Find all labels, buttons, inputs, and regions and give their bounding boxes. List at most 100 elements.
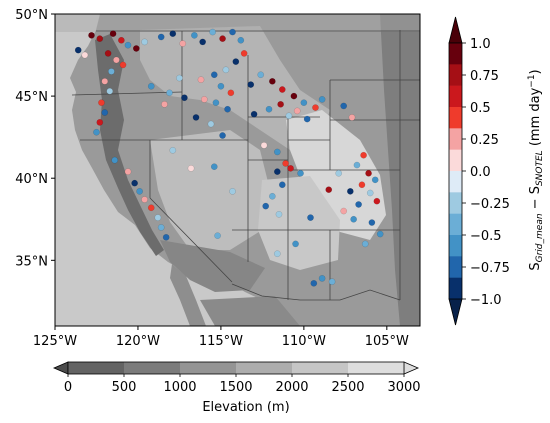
station-point xyxy=(210,163,218,171)
terrain-great-basin xyxy=(150,130,270,250)
difference-colorbar-segment xyxy=(449,256,462,278)
elevation-colorbar-segment xyxy=(180,362,237,374)
terrain-low-desert xyxy=(160,240,265,292)
station-point xyxy=(219,35,226,42)
station-point xyxy=(260,142,268,149)
station-point xyxy=(360,151,367,159)
station-point xyxy=(348,114,356,121)
station-point xyxy=(74,46,82,54)
station-point xyxy=(282,160,289,167)
elevation-colorbar-min-extend xyxy=(52,361,69,375)
station-point xyxy=(237,36,245,44)
station-point xyxy=(328,278,336,285)
station-point xyxy=(209,28,216,36)
difference-colorbar-title: SGrid_mean − SSNOTEL (mm day−1) xyxy=(527,69,545,270)
station-point xyxy=(358,181,366,189)
station-point xyxy=(232,58,240,65)
station-point xyxy=(318,96,326,103)
difference-tick-label: 0.5 xyxy=(470,101,491,116)
terrain-rockies xyxy=(286,110,386,240)
difference-tick-label: 0.0 xyxy=(470,165,491,180)
station-point xyxy=(132,45,140,52)
station-point xyxy=(368,219,376,226)
label-minus-s: − S xyxy=(528,186,543,213)
station-point xyxy=(240,50,248,57)
difference-colorbar-segment xyxy=(449,192,462,214)
station-point xyxy=(212,99,220,106)
station-point xyxy=(250,110,258,118)
longitude-ticks: 125°W 120°W 115°W 110°W 105°W xyxy=(33,326,409,349)
label-sub-snotel: SNOTEL xyxy=(535,150,545,186)
station-point xyxy=(257,71,265,79)
label-exponent: −1 xyxy=(527,74,537,87)
station-point xyxy=(199,38,206,46)
station-point xyxy=(274,148,281,156)
map-area xyxy=(55,14,420,326)
station-point xyxy=(292,240,299,248)
station-point xyxy=(136,188,143,195)
label-units: (mm day xyxy=(528,87,543,150)
station-point xyxy=(307,214,314,221)
station-point xyxy=(147,204,155,212)
difference-colorbar-segment xyxy=(449,128,462,150)
station-point xyxy=(224,105,231,113)
station-point xyxy=(278,181,286,189)
elevation-colorbar-max-extend xyxy=(403,361,420,375)
station-point xyxy=(106,87,114,95)
station-point xyxy=(157,33,165,41)
station-point xyxy=(300,99,308,106)
station-point xyxy=(227,89,235,97)
station-point xyxy=(96,35,104,42)
station-point xyxy=(179,40,187,47)
elevation-colorbar-segment xyxy=(292,362,349,374)
station-point xyxy=(210,71,218,79)
station-point xyxy=(373,197,381,205)
station-point xyxy=(124,168,132,175)
station-point xyxy=(96,119,104,126)
difference-tick-label: −1.0 xyxy=(470,293,502,308)
station-point xyxy=(287,165,294,172)
difference-colorbar-segment xyxy=(449,43,462,65)
baja-peninsula xyxy=(170,264,206,326)
difference-colorbar-segment xyxy=(449,171,462,193)
station-point xyxy=(101,109,109,116)
elevation-colorbar-title: Elevation (m) xyxy=(202,400,289,415)
station-point xyxy=(169,30,177,38)
station-point xyxy=(265,105,273,113)
station-points xyxy=(74,28,384,287)
border-mexico xyxy=(231,283,401,301)
station-point xyxy=(162,234,170,241)
station-point xyxy=(229,28,236,36)
difference-colorbar-segment xyxy=(449,235,462,257)
station-point xyxy=(176,74,183,82)
difference-tick-label: 0.25 xyxy=(470,133,499,148)
border-or-wa xyxy=(71,91,183,96)
elevation-tick-label: 3000 xyxy=(387,380,420,395)
station-point xyxy=(108,68,115,75)
elevation-tick-label: 1500 xyxy=(219,380,252,395)
station-point xyxy=(285,112,293,120)
station-point xyxy=(141,196,148,203)
station-point xyxy=(166,89,173,97)
station-point xyxy=(181,94,188,102)
station-point xyxy=(88,32,95,39)
station-point xyxy=(310,280,318,287)
lon-tick-label: 125°W xyxy=(33,334,77,349)
station-point xyxy=(197,76,205,83)
label-main: S xyxy=(528,262,543,270)
lat-tick-label: 40°N xyxy=(15,172,48,187)
elevation-tick-label: 2500 xyxy=(331,380,364,395)
canada-land xyxy=(55,14,420,32)
terrain-colorado-plateau xyxy=(258,176,340,270)
elevation-colorbar-segment xyxy=(348,362,405,374)
difference-colorbar-segment xyxy=(449,64,462,86)
station-point xyxy=(247,81,255,88)
difference-tick-label: 1.0 xyxy=(470,37,491,52)
lat-tick-label: 35°N xyxy=(15,254,48,269)
elevation-tick-label: 500 xyxy=(112,380,137,395)
terrain-highlands-north xyxy=(140,26,330,150)
station-point xyxy=(297,169,304,177)
difference-colorbar-segment xyxy=(449,107,462,129)
station-point xyxy=(113,56,120,64)
